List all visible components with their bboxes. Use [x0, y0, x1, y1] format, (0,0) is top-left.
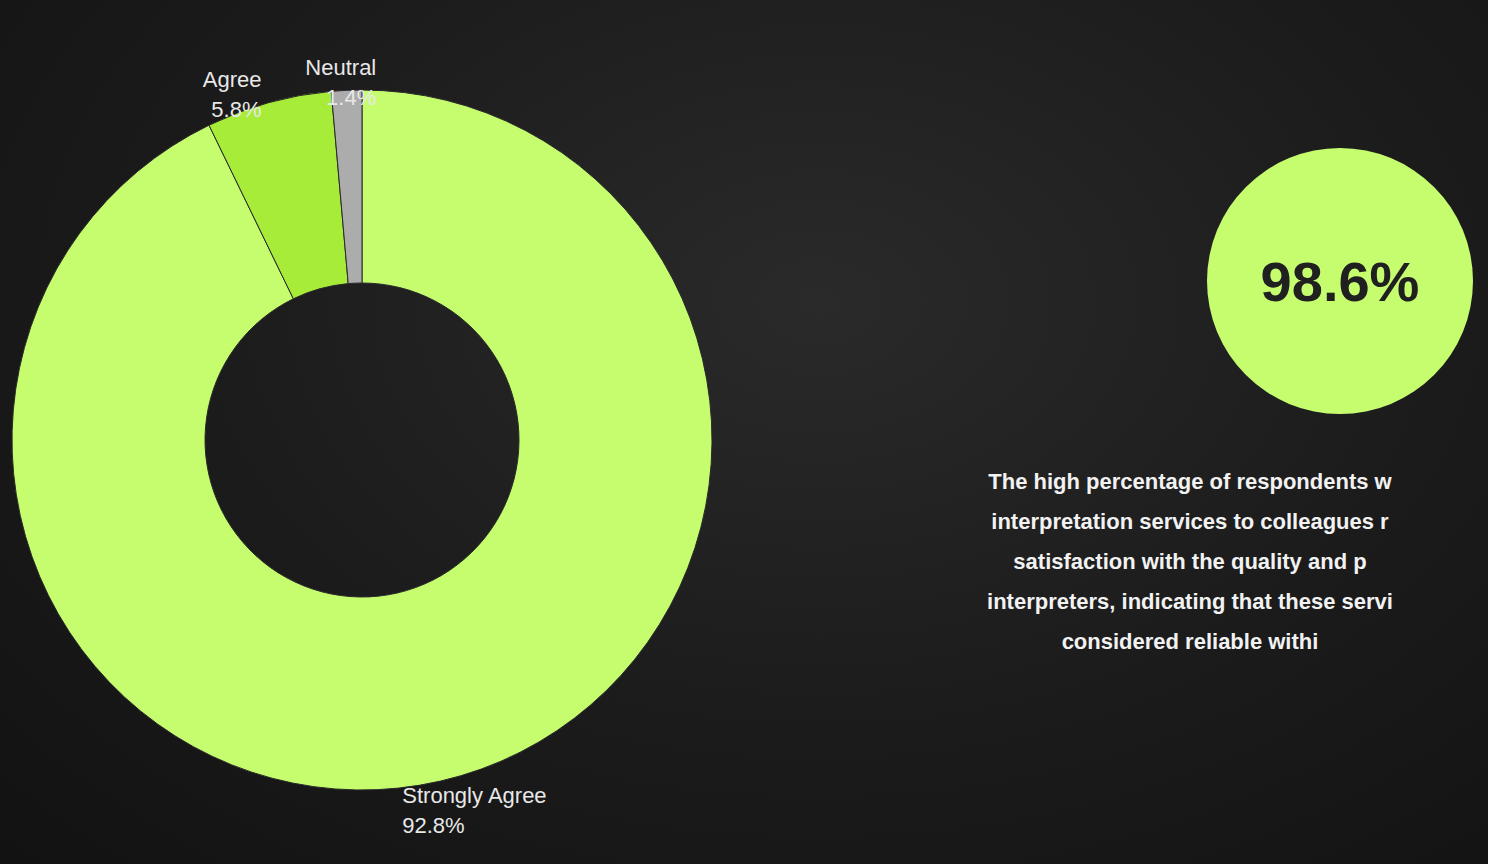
- html-text:The high percentage of respond: The high percentage of respondents w: [988, 469, 1392, 494]
- svg-text:1.4%: 1.4%: [326, 85, 376, 110]
- svg-text:92.8%: 92.8%: [402, 813, 464, 838]
- svg-text:5.8%: 5.8%: [211, 97, 261, 122]
- svg-text:Strongly Agree: Strongly Agree: [402, 783, 546, 808]
- html-text:interpreters, indicating that: interpreters, indicating that these serv…: [987, 589, 1393, 614]
- html-text:satisfaction with the quality: satisfaction with the quality and p: [1013, 549, 1367, 574]
- svg-text:Neutral: Neutral: [305, 55, 376, 80]
- html-text:98.6%: 98.6%: [1260, 249, 1420, 313]
- html-text:interpretation services to col: interpretation services to colleagues r: [991, 509, 1389, 534]
- svg-text:Agree: Agree: [203, 67, 262, 92]
- html-text:considered reliable withi: considered reliable withi: [1061, 629, 1319, 654]
